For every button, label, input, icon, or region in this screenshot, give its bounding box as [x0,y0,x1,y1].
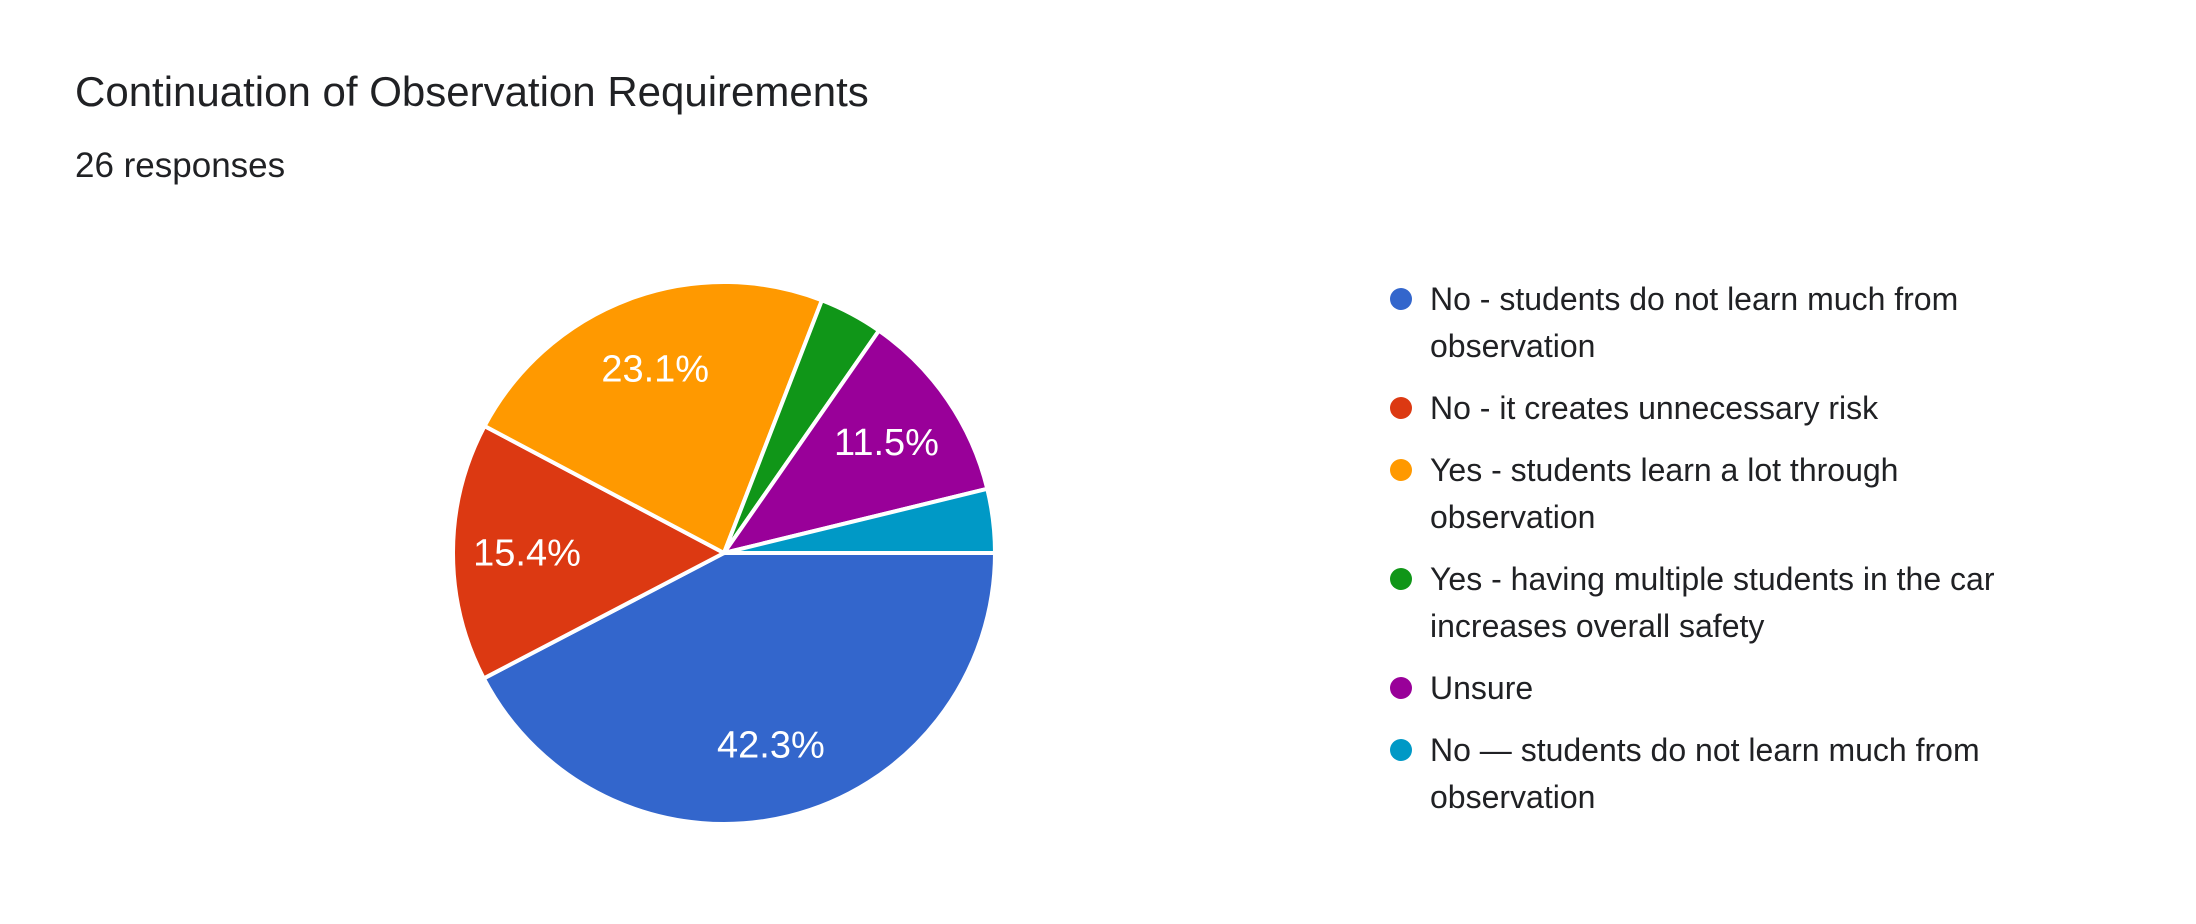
pie-slice-1[interactable] [451,424,726,681]
pie-slice-label-2: 23.1% [601,349,709,391]
legend-item-0: No - students do not learn much from obs… [1390,276,2010,370]
legend-label: Yes - having multiple students in the ca… [1430,561,1995,644]
legend-swatch-icon [1390,677,1412,699]
legend-swatch-icon [1390,397,1412,419]
legend-swatch-icon [1390,568,1412,590]
pie-slice-2[interactable] [482,280,824,555]
pie-slice-label-1: 15.4% [473,533,581,575]
legend-swatch-icon [1390,739,1412,761]
legend-label: No — students do not learn much from obs… [1430,732,1980,815]
legend-swatch-icon [1390,288,1412,310]
pie-slice-0[interactable] [481,551,997,826]
legend-label: Yes - students learn a lot through obser… [1430,452,1899,535]
legend-swatch-icon [1390,459,1412,481]
legend-label: No - it creates unnecessary risk [1430,390,1879,426]
chart-legend: No - students do not learn much from obs… [1390,276,2010,821]
pie-chart: 42.3% 15.4% 23.1% 11.5% [451,280,997,826]
legend-item-5: No — students do not learn much from obs… [1390,727,2010,821]
legend-label: Unsure [1430,670,1534,706]
legend-item-3: Yes - having multiple students in the ca… [1390,556,2010,650]
response-count: 26 responses [75,146,286,185]
legend-label: No - students do not learn much from obs… [1430,281,1959,364]
chart-title: Continuation of Observation Requirements [75,68,869,115]
pie-slice-5[interactable] [722,486,997,555]
legend-item-2: Yes - students learn a lot through obser… [1390,447,2010,541]
pie-slice-label-0: 42.3% [717,725,825,767]
pie-slice-label-4: 11.5% [834,422,939,464]
legend-item-4: Unsure [1390,665,2010,712]
pie-slice-4[interactable] [722,328,990,555]
legend-item-1: No - it creates unnecessary risk [1390,385,2010,432]
